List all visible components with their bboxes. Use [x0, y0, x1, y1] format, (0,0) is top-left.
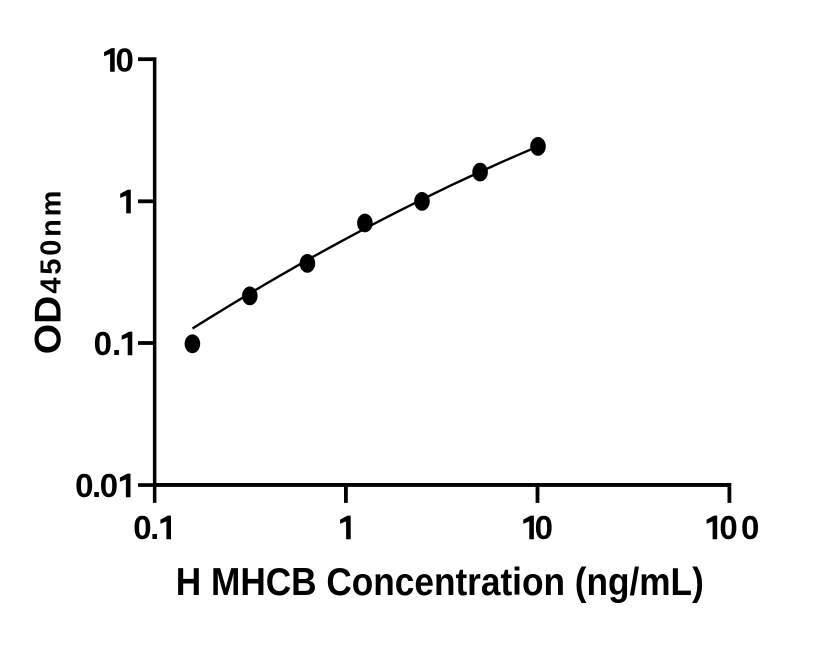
svg-text:0: 0	[116, 42, 134, 79]
svg-text:0.: 0.	[133, 509, 159, 546]
svg-text:0.: 0.	[94, 325, 122, 362]
svg-text:450nm: 450nm	[36, 191, 68, 294]
svg-text:0: 0	[535, 509, 553, 546]
svg-text:H MHCB Concentration (ng/mL): H MHCB Concentration (ng/mL)	[176, 561, 704, 604]
svg-text:0.0: 0.0	[75, 467, 118, 504]
svg-text:OD: OD	[28, 296, 69, 355]
